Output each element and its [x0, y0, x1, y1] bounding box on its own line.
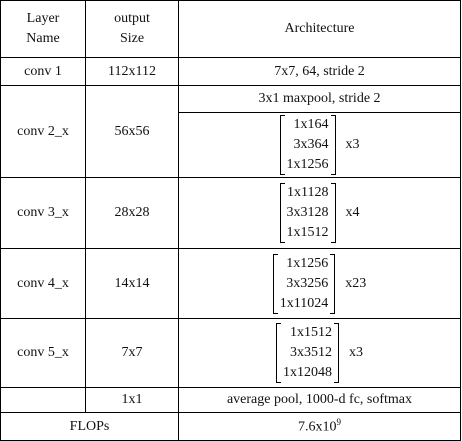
row: conv 3_x 28x28 1x1128 3x3128 1x1512 x4	[0, 177, 461, 249]
row: conv 2_x 56x56 3x1 maxpool, stride 2	[0, 85, 461, 178]
block-line: 1x12048	[283, 365, 332, 380]
row: conv 1 112x112 7x7, 64, stride 2	[0, 57, 461, 86]
repeat: x3	[349, 345, 363, 360]
block-line: 3x3128	[286, 205, 329, 220]
header-row: Layer Name output Size Architecture	[0, 0, 461, 58]
arch-cell: 1x1512 3x3512 1x12048 x3	[178, 318, 461, 388]
size-cell: 56x56	[85, 85, 179, 178]
header-cell: Layer Name	[0, 0, 86, 58]
flops-label: FLOPs	[0, 412, 179, 441]
bracket: 1x164 3x364 1x1256	[279, 115, 336, 175]
bracket: 1x1256 3x3256 1x11024	[272, 253, 336, 314]
layer-cell: conv 1	[0, 57, 86, 86]
header-cell: output Size	[85, 0, 179, 58]
size-cell: 112x112	[85, 57, 179, 86]
flops-base: 7.6x10	[298, 419, 337, 435]
arch-cell: 1x1128 3x3128 1x1512 x4	[178, 177, 461, 249]
flops-row: FLOPs 7.6x109	[0, 412, 461, 441]
header-cell: Architecture	[178, 0, 461, 58]
block-line: 1x1256	[286, 255, 329, 271]
repeat: x23	[345, 275, 367, 291]
arch-cell: average pool, 1000-d fc, softmax	[178, 387, 461, 413]
arch-cell: 1x1256 3x3256 1x11024 x23	[178, 248, 461, 319]
size-cell: 1x1	[85, 387, 179, 413]
block-line: 3x3512	[290, 345, 332, 360]
layer-cell: conv 3_x	[0, 177, 86, 249]
arch-cell: 1x164 3x364 1x1256 x3	[178, 112, 461, 178]
block-line: 1x1256	[286, 157, 329, 172]
size-cell: 28x28	[85, 177, 179, 249]
block-line: 1x164	[293, 117, 329, 132]
bracket: 1x1512 3x3512 1x12048	[276, 323, 339, 383]
block-line: 1x11024	[279, 295, 329, 311]
row: 1x1 average pool, 1000-d fc, softmax	[0, 387, 461, 413]
size-cell: 14x14	[85, 248, 179, 319]
layer-cell: conv 5_x	[0, 318, 86, 388]
repeat: x4	[345, 205, 360, 220]
size-cell: 7x7	[85, 318, 179, 388]
repeat: x3	[345, 137, 360, 152]
block-line: 3x3256	[286, 275, 329, 291]
bracket: 1x1128 3x3128 1x1512	[279, 183, 336, 243]
row: conv 4_x 14x14 1x1256 3x3256 1x11024 x23	[0, 248, 461, 319]
layer-cell: conv 4_x	[0, 248, 86, 319]
block-line: 1x1512	[290, 325, 332, 340]
flops-exponent: 9	[336, 417, 342, 428]
row: 1x164 3x364 1x1256 x3	[1, 112, 461, 178]
arch-cell: 3x1 maxpool, stride 2	[178, 85, 461, 113]
arch-cell: 7x7, 64, stride 2	[178, 57, 461, 86]
layer-cell: conv 2_x	[0, 85, 86, 178]
flops-value: 7.6x109	[178, 412, 461, 441]
layer-cell	[0, 387, 86, 413]
row: conv 5_x 7x7 1x1512 3x3512 1x12048 x3	[0, 318, 461, 388]
block-line: 1x1512	[286, 225, 329, 240]
block-line: 3x364	[293, 137, 329, 152]
block-line: 1x1128	[287, 185, 329, 200]
